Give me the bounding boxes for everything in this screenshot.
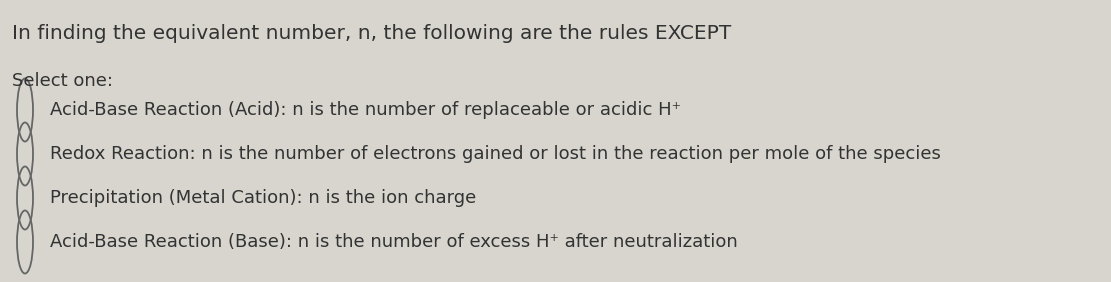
- Text: Acid-Base Reaction (Base): n is the number of excess H⁺ after neutralization: Acid-Base Reaction (Base): n is the numb…: [50, 233, 738, 251]
- Text: In finding the equivalent number, n, the following are the rules EXCEPT: In finding the equivalent number, n, the…: [12, 24, 731, 43]
- Text: Precipitation (Metal Cation): n is the ion charge: Precipitation (Metal Cation): n is the i…: [50, 189, 477, 207]
- Text: Select one:: Select one:: [12, 72, 113, 90]
- Text: Redox Reaction: n is the number of electrons gained or lost in the reaction per : Redox Reaction: n is the number of elect…: [50, 145, 941, 163]
- Text: Acid-Base Reaction (Acid): n is the number of replaceable or acidic H⁺: Acid-Base Reaction (Acid): n is the numb…: [50, 101, 681, 119]
